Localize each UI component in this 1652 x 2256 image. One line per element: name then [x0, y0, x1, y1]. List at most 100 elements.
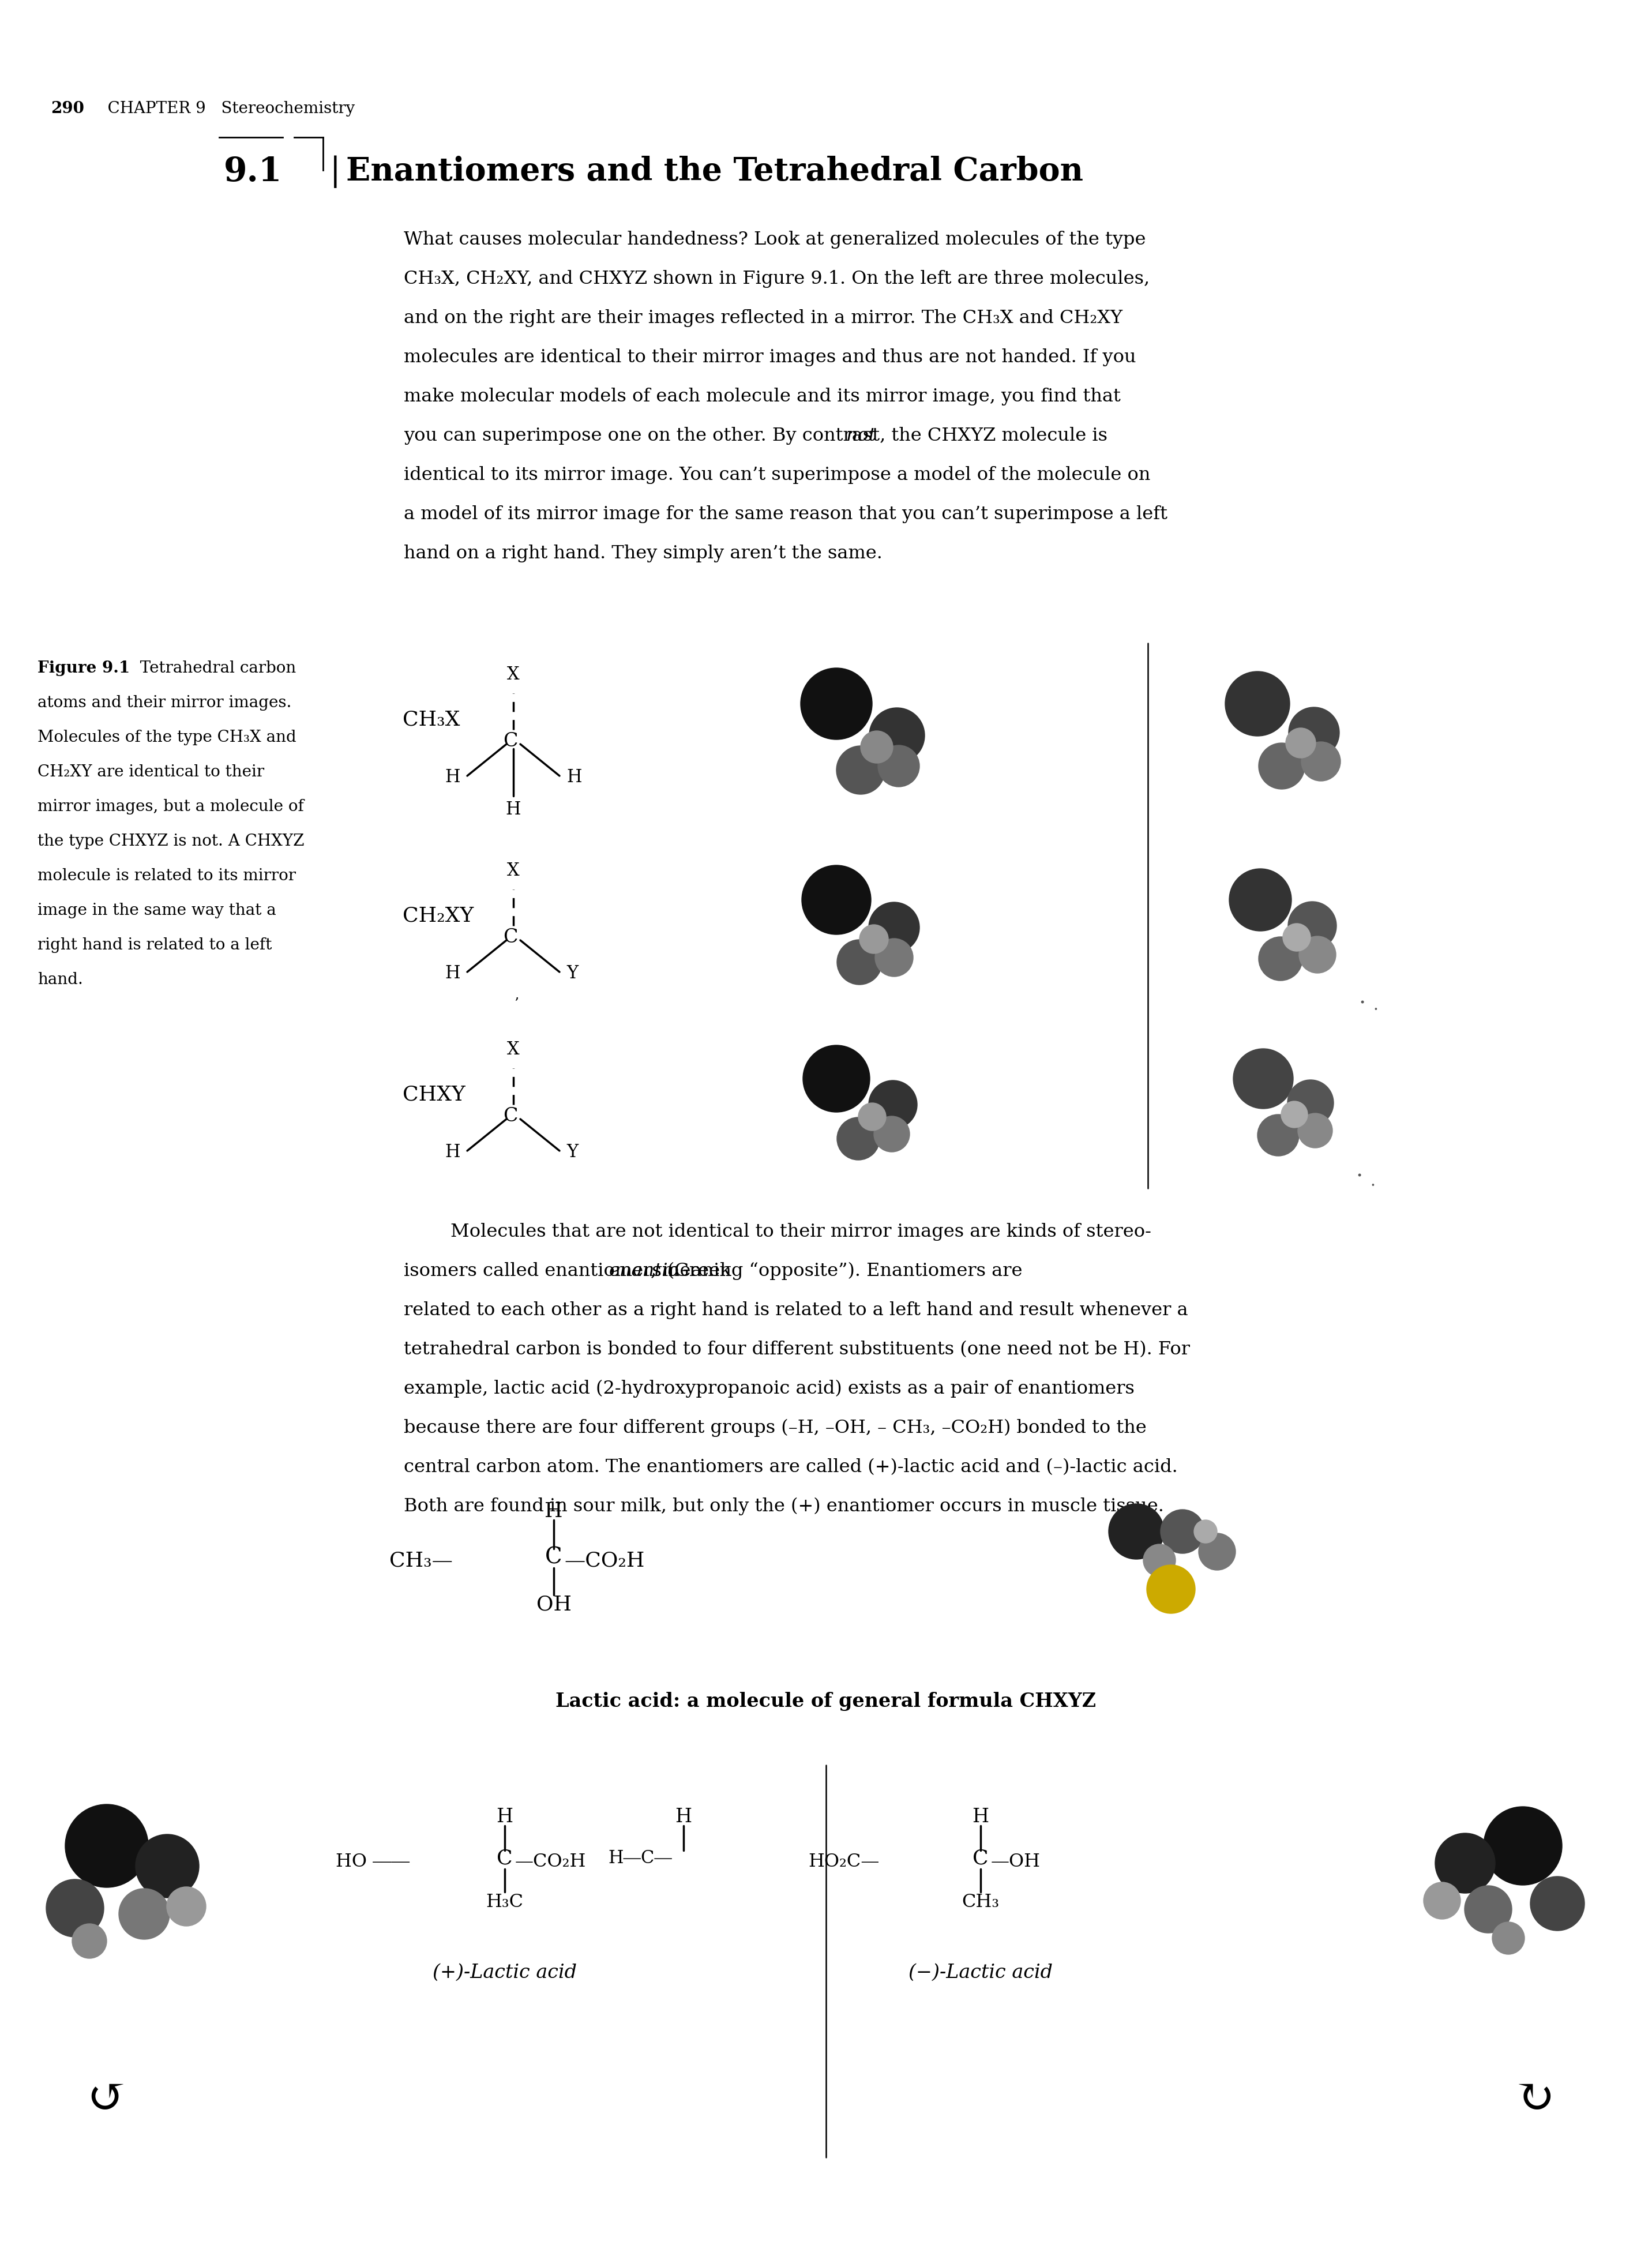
Text: Y: Y — [567, 966, 578, 984]
Text: CH₃X: CH₃X — [403, 708, 459, 729]
Text: —CO₂H: —CO₂H — [563, 1550, 644, 1570]
Text: hand on a right hand. They simply aren’t the same.: hand on a right hand. They simply aren’t… — [403, 544, 882, 562]
Circle shape — [1298, 936, 1336, 972]
Text: C: C — [504, 1108, 517, 1126]
Circle shape — [874, 1117, 910, 1153]
Circle shape — [859, 1103, 885, 1130]
Text: make molecular models of each molecule and its mirror image, you find that: make molecular models of each molecule a… — [403, 388, 1120, 406]
Text: CHXY: CHXY — [403, 1085, 466, 1103]
Text: H: H — [444, 966, 461, 984]
Text: isomers called enantiomers (Greek: isomers called enantiomers (Greek — [403, 1261, 737, 1279]
Circle shape — [64, 1805, 149, 1888]
Circle shape — [1199, 1534, 1236, 1570]
Text: the type CHXYZ is not. A CHXYZ: the type CHXYZ is not. A CHXYZ — [38, 832, 304, 848]
Circle shape — [876, 938, 914, 977]
Text: H: H — [506, 801, 520, 819]
Text: (+)-Lactic acid: (+)-Lactic acid — [433, 1963, 577, 1983]
Circle shape — [1234, 1049, 1294, 1108]
Text: —OH: —OH — [991, 1852, 1041, 1870]
Circle shape — [1280, 1101, 1308, 1128]
Circle shape — [73, 1924, 107, 1958]
Circle shape — [1229, 869, 1292, 932]
Circle shape — [1424, 1882, 1460, 1920]
Text: —CO₂H: —CO₂H — [515, 1852, 586, 1870]
Text: OH: OH — [537, 1595, 572, 1615]
Text: |: | — [330, 156, 340, 187]
Text: H: H — [545, 1502, 563, 1521]
Circle shape — [1287, 1081, 1333, 1126]
Text: example, lactic acid (2-hydroxypropanoic acid) exists as a pair of enantiomers: example, lactic acid (2-hydroxypropanoic… — [403, 1381, 1135, 1399]
Text: central carbon atom. The enantiomers are called (+)-lactic acid and (–)-lactic a: central carbon atom. The enantiomers are… — [403, 1457, 1178, 1475]
Circle shape — [801, 668, 872, 740]
Text: X: X — [507, 862, 520, 880]
Circle shape — [1298, 1112, 1333, 1148]
Circle shape — [1143, 1543, 1176, 1577]
Circle shape — [1285, 729, 1315, 758]
Text: CH₃—: CH₃— — [390, 1550, 453, 1570]
Circle shape — [801, 866, 871, 934]
Text: hand.: hand. — [38, 972, 83, 988]
Circle shape — [1289, 706, 1340, 758]
Circle shape — [119, 1888, 170, 1940]
Circle shape — [1284, 923, 1310, 952]
Circle shape — [1483, 1807, 1563, 1886]
Circle shape — [1289, 902, 1336, 950]
Text: Lactic acid: a molecule of general formula CHXYZ: Lactic acid: a molecule of general formu… — [555, 1692, 1097, 1712]
Text: .: . — [1370, 1173, 1374, 1189]
Text: H: H — [444, 1144, 461, 1162]
Text: C: C — [973, 1848, 988, 1868]
Circle shape — [1161, 1509, 1204, 1554]
Text: ’: ’ — [514, 997, 519, 1011]
Circle shape — [859, 925, 889, 954]
Text: C: C — [497, 1848, 512, 1868]
Text: Figure 9.1: Figure 9.1 — [38, 661, 131, 677]
Text: HO₂C—: HO₂C— — [808, 1852, 879, 1870]
Circle shape — [1108, 1505, 1165, 1559]
Text: Enantiomers and the Tetrahedral Carbon: Enantiomers and the Tetrahedral Carbon — [345, 156, 1084, 187]
Circle shape — [1146, 1566, 1194, 1613]
Circle shape — [869, 1081, 917, 1128]
Text: .: . — [1373, 997, 1378, 1013]
Text: not: not — [846, 426, 876, 444]
Text: Tetrahedral carbon: Tetrahedral carbon — [131, 661, 296, 677]
Circle shape — [1259, 936, 1302, 981]
Circle shape — [861, 731, 894, 763]
Circle shape — [1257, 1114, 1298, 1155]
Text: H: H — [567, 769, 582, 787]
Text: CHAPTER 9   Stereochemistry: CHAPTER 9 Stereochemistry — [93, 102, 355, 117]
Text: mirror images, but a molecule of: mirror images, but a molecule of — [38, 799, 304, 814]
Circle shape — [1492, 1922, 1525, 1954]
Text: identical to its mirror image. You can’t superimpose a model of the molecule on: identical to its mirror image. You can’t… — [403, 467, 1150, 485]
Text: because there are four different groups (–H, –OH, – CH₃, –CO₂H) bonded to the: because there are four different groups … — [403, 1419, 1146, 1437]
Text: 290: 290 — [51, 102, 84, 117]
Text: right hand is related to a left: right hand is related to a left — [38, 936, 273, 952]
Text: C: C — [504, 731, 517, 751]
Text: a model of its mirror image for the same reason that you can’t superimpose a lef: a model of its mirror image for the same… — [403, 505, 1168, 523]
Circle shape — [1465, 1886, 1512, 1933]
Text: related to each other as a right hand is related to a left hand and result whene: related to each other as a right hand is… — [403, 1302, 1188, 1320]
Text: C: C — [545, 1548, 562, 1568]
Text: H: H — [496, 1807, 514, 1827]
Circle shape — [838, 1117, 879, 1160]
Text: X: X — [507, 1040, 520, 1058]
Circle shape — [1436, 1834, 1495, 1893]
Text: Y: Y — [567, 1144, 578, 1162]
Circle shape — [167, 1886, 206, 1927]
Text: Molecules of the type CH₃X and: Molecules of the type CH₃X and — [38, 729, 296, 744]
Text: ↻: ↻ — [1515, 2076, 1555, 2123]
Text: CH₃X, CH₂XY, and CHXYZ shown in Figure 9.1. On the left are three molecules,: CH₃X, CH₂XY, and CHXYZ shown in Figure 9… — [403, 271, 1150, 289]
Circle shape — [1530, 1877, 1584, 1931]
Text: enantio: enantio — [608, 1261, 679, 1279]
Circle shape — [877, 744, 920, 787]
Text: CH₂XY are identical to their: CH₂XY are identical to their — [38, 765, 264, 781]
Circle shape — [1194, 1521, 1218, 1543]
Text: molecules are identical to their mirror images and thus are not handed. If you: molecules are identical to their mirror … — [403, 347, 1137, 365]
Circle shape — [1302, 742, 1340, 781]
Circle shape — [836, 747, 885, 794]
Text: H: H — [971, 1807, 990, 1827]
Circle shape — [1259, 742, 1305, 790]
Text: CH₃: CH₃ — [961, 1893, 999, 1911]
Text: X: X — [507, 666, 520, 684]
Text: atoms and their mirror images.: atoms and their mirror images. — [38, 695, 291, 711]
Text: Y: Y — [1163, 1579, 1178, 1600]
